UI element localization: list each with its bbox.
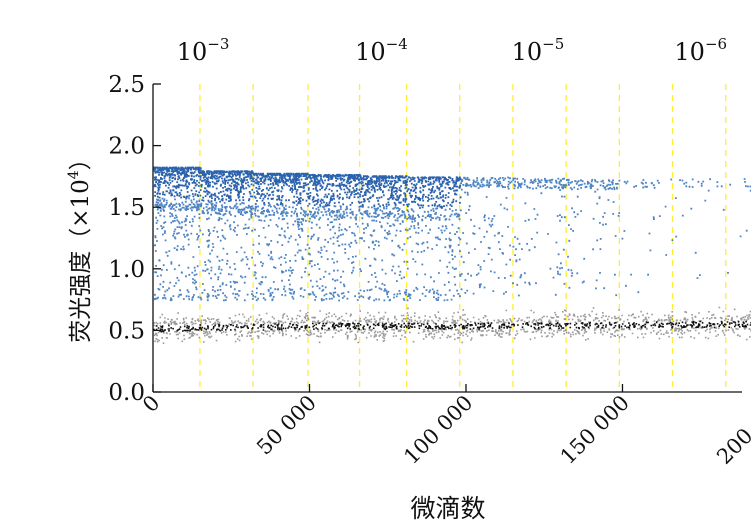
dilution-separators <box>199 84 727 392</box>
y-tick-label-1: 0.5 <box>108 318 145 344</box>
y-tick-label-2: 1.0 <box>108 257 145 283</box>
y-axis-label-exponent: 4 <box>66 170 82 179</box>
x-axis-label: 微滴数 <box>410 494 485 523</box>
positive-droplets <box>153 176 751 302</box>
x-tick-label-3: 150 000 <box>556 391 634 469</box>
dilution-label-2: 10−5 <box>512 35 565 66</box>
negative-droplets <box>153 306 751 344</box>
x-tick-label-4: 200 000 <box>712 391 751 469</box>
dilution-labels: 10−310−410−510−610−7NC <box>177 35 727 66</box>
dilution-label-1: 10−4 <box>355 35 408 66</box>
negative-droplets-core <box>153 320 751 333</box>
y-tick-label-0: 0.0 <box>108 380 145 406</box>
y-axis-label: 荧光强度（×104） <box>66 147 94 342</box>
y-ticks: 0.0 0.5 1.0 1.5 2.0 2.5 <box>108 72 161 406</box>
y-tick-label-5: 2.5 <box>108 72 145 98</box>
y-tick-label-4: 2.0 <box>108 134 145 160</box>
x-tick-label-1: 50 000 <box>252 391 321 460</box>
y-axis-label-main: 荧光强度（×10 <box>68 179 94 343</box>
y-axis-label-close: ） <box>68 147 94 170</box>
dilution-label-3: 10−6 <box>674 35 727 66</box>
dilution-label-0: 10−3 <box>177 35 230 66</box>
droplet-points <box>153 166 751 344</box>
y-tick-label-3: 1.5 <box>108 195 145 221</box>
positive-droplets-dense <box>153 166 462 209</box>
axes <box>152 84 742 393</box>
x-tick-label-2: 100 000 <box>399 391 477 469</box>
